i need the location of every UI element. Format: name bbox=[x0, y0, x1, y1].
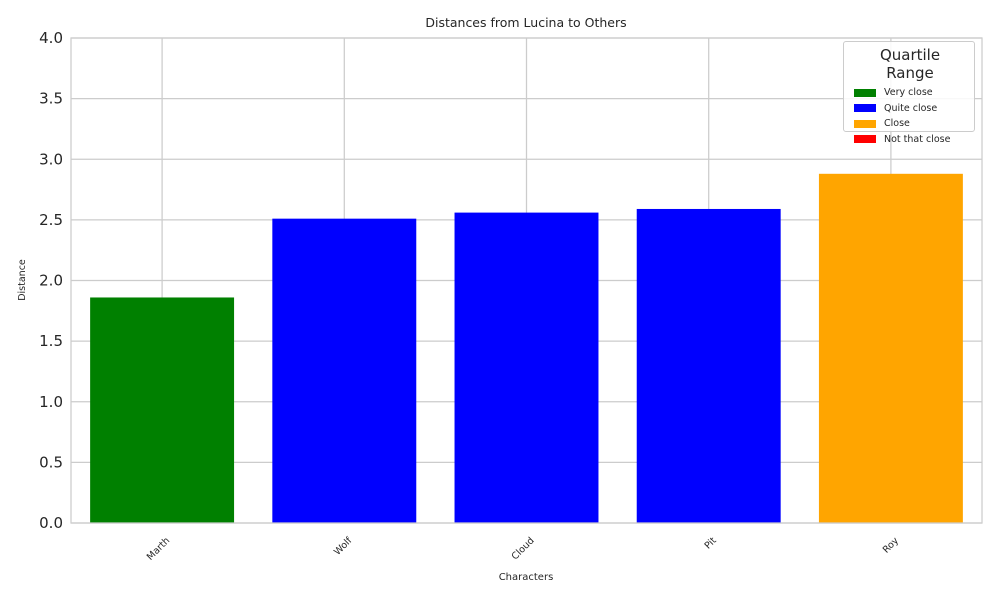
y-tick-labels: 0.0 0.5 1.0 1.5 2.0 2.5 3.0 3.5 4.0 bbox=[39, 29, 63, 532]
y-tick-label: 0.5 bbox=[39, 453, 63, 471]
chart-title: Distances from Lucina to Others bbox=[425, 15, 626, 30]
plot-frame bbox=[70, 37, 983, 524]
x-tick-label: Cloud bbox=[510, 535, 537, 562]
bars bbox=[90, 173, 963, 524]
y-tick-label: 3.5 bbox=[39, 90, 63, 108]
x-tick-label: Roy bbox=[881, 535, 901, 555]
legend-item-not-that-close: Not that close bbox=[854, 132, 966, 148]
bar-cloud bbox=[454, 212, 599, 523]
legend-item-quite-close: Quite close bbox=[854, 101, 966, 117]
x-tick-label: Marth bbox=[145, 535, 172, 562]
y-tick-label: 2.5 bbox=[39, 211, 63, 229]
y-tick-label: 1.5 bbox=[39, 332, 63, 350]
x-axis-label: Characters bbox=[499, 572, 554, 583]
y-tick-label: 4.0 bbox=[39, 29, 63, 47]
legend-label: Quite close bbox=[884, 102, 938, 114]
bar-pit bbox=[636, 208, 781, 523]
bar-roy bbox=[818, 173, 963, 524]
bar-marth bbox=[90, 297, 235, 523]
legend-swatch bbox=[854, 119, 876, 128]
y-tick-label: 2.0 bbox=[39, 272, 63, 290]
legend-swatch bbox=[854, 104, 876, 113]
legend-label: Close bbox=[884, 118, 910, 130]
legend: Quartile Range Very close Quite close Cl… bbox=[843, 41, 975, 145]
legend-label: Very close bbox=[884, 87, 933, 99]
legend-item-close: Close bbox=[854, 116, 966, 132]
y-tick-label: 0.0 bbox=[39, 514, 63, 532]
legend-item-very-close: Very close bbox=[854, 85, 966, 101]
y-tick-label: 3.0 bbox=[39, 150, 63, 168]
legend-title: Quartile Range bbox=[879, 46, 941, 82]
legend-swatch bbox=[854, 135, 876, 144]
x-tick-labels: Marth Wolf Cloud Pit Roy bbox=[145, 535, 901, 563]
y-tick-label: 1.0 bbox=[39, 393, 63, 411]
x-tick-label: Wolf bbox=[332, 535, 355, 558]
y-axis-label: Distance bbox=[17, 259, 28, 301]
bar-wolf bbox=[272, 218, 417, 523]
x-tick-label: Pit bbox=[703, 535, 719, 551]
legend-label: Not that close bbox=[884, 133, 951, 145]
legend-swatch bbox=[854, 88, 876, 97]
